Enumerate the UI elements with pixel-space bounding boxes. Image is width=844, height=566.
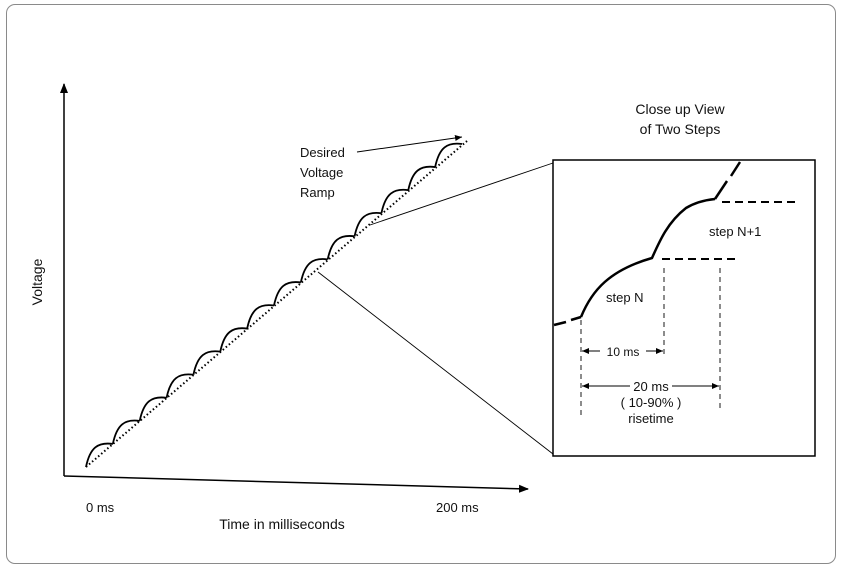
closeup-title-line-2: of Two Steps: [640, 121, 721, 137]
closeup-box: [552, 159, 816, 457]
curve-step-segment: [138, 396, 167, 422]
closeup-lead-out-dash: [713, 180, 729, 200]
curve-step-segment: [165, 373, 194, 398]
curve-step-segment: [85, 442, 113, 468]
curve-step-segment: [219, 327, 248, 352]
x-axis: [63, 475, 529, 493]
curve-step-segment: [353, 211, 382, 237]
dim-10-90-label: ( 10-90% ): [621, 395, 682, 410]
x-axis-title: Time in milliseconds: [219, 516, 345, 532]
risetime-label: risetime: [628, 411, 674, 426]
curve-step-segment: [192, 350, 221, 375]
step-n1-label: step N+1: [709, 224, 761, 239]
curve-step-segment: [273, 281, 301, 306]
ramp-label-line-3: Ramp: [300, 185, 335, 200]
closeup-title-line-1: Close up View: [635, 101, 725, 117]
y-axis-label: Voltage: [29, 258, 45, 305]
curve-step-segment: [407, 165, 436, 191]
curve-step-segment: [380, 188, 409, 214]
stepped-voltage-curve: [85, 142, 463, 468]
dim-20ms-label: 20 ms: [633, 379, 669, 394]
curve-step-segment: [326, 235, 355, 260]
ramp-label-arrow: [356, 135, 463, 153]
zoom-line-lower: [317, 271, 554, 455]
closeup-lead-in-dash: [553, 320, 567, 327]
closeup-lead-out-dash-2: [729, 161, 742, 177]
desired-ramp-line: [85, 140, 468, 468]
figure-frame: [6, 4, 836, 564]
dim-10ms-label: 10 ms: [607, 345, 640, 359]
ramp-label-line-1: Desired: [300, 145, 345, 160]
closeup-step-curve: [579, 197, 716, 318]
x-end-label: 200 ms: [436, 500, 479, 515]
curve-step-segment: [299, 258, 328, 283]
x-start-label: 0 ms: [86, 500, 115, 515]
curve-step-segment: [434, 142, 463, 168]
zoom-line-upper: [369, 162, 554, 226]
curve-step-segment: [246, 304, 275, 329]
curve-step-segment: [111, 419, 140, 445]
closeup-lead-in-dash-2: [570, 315, 582, 322]
ramp-label-line-2: Voltage: [300, 165, 343, 180]
step-n-label: step N: [606, 290, 644, 305]
